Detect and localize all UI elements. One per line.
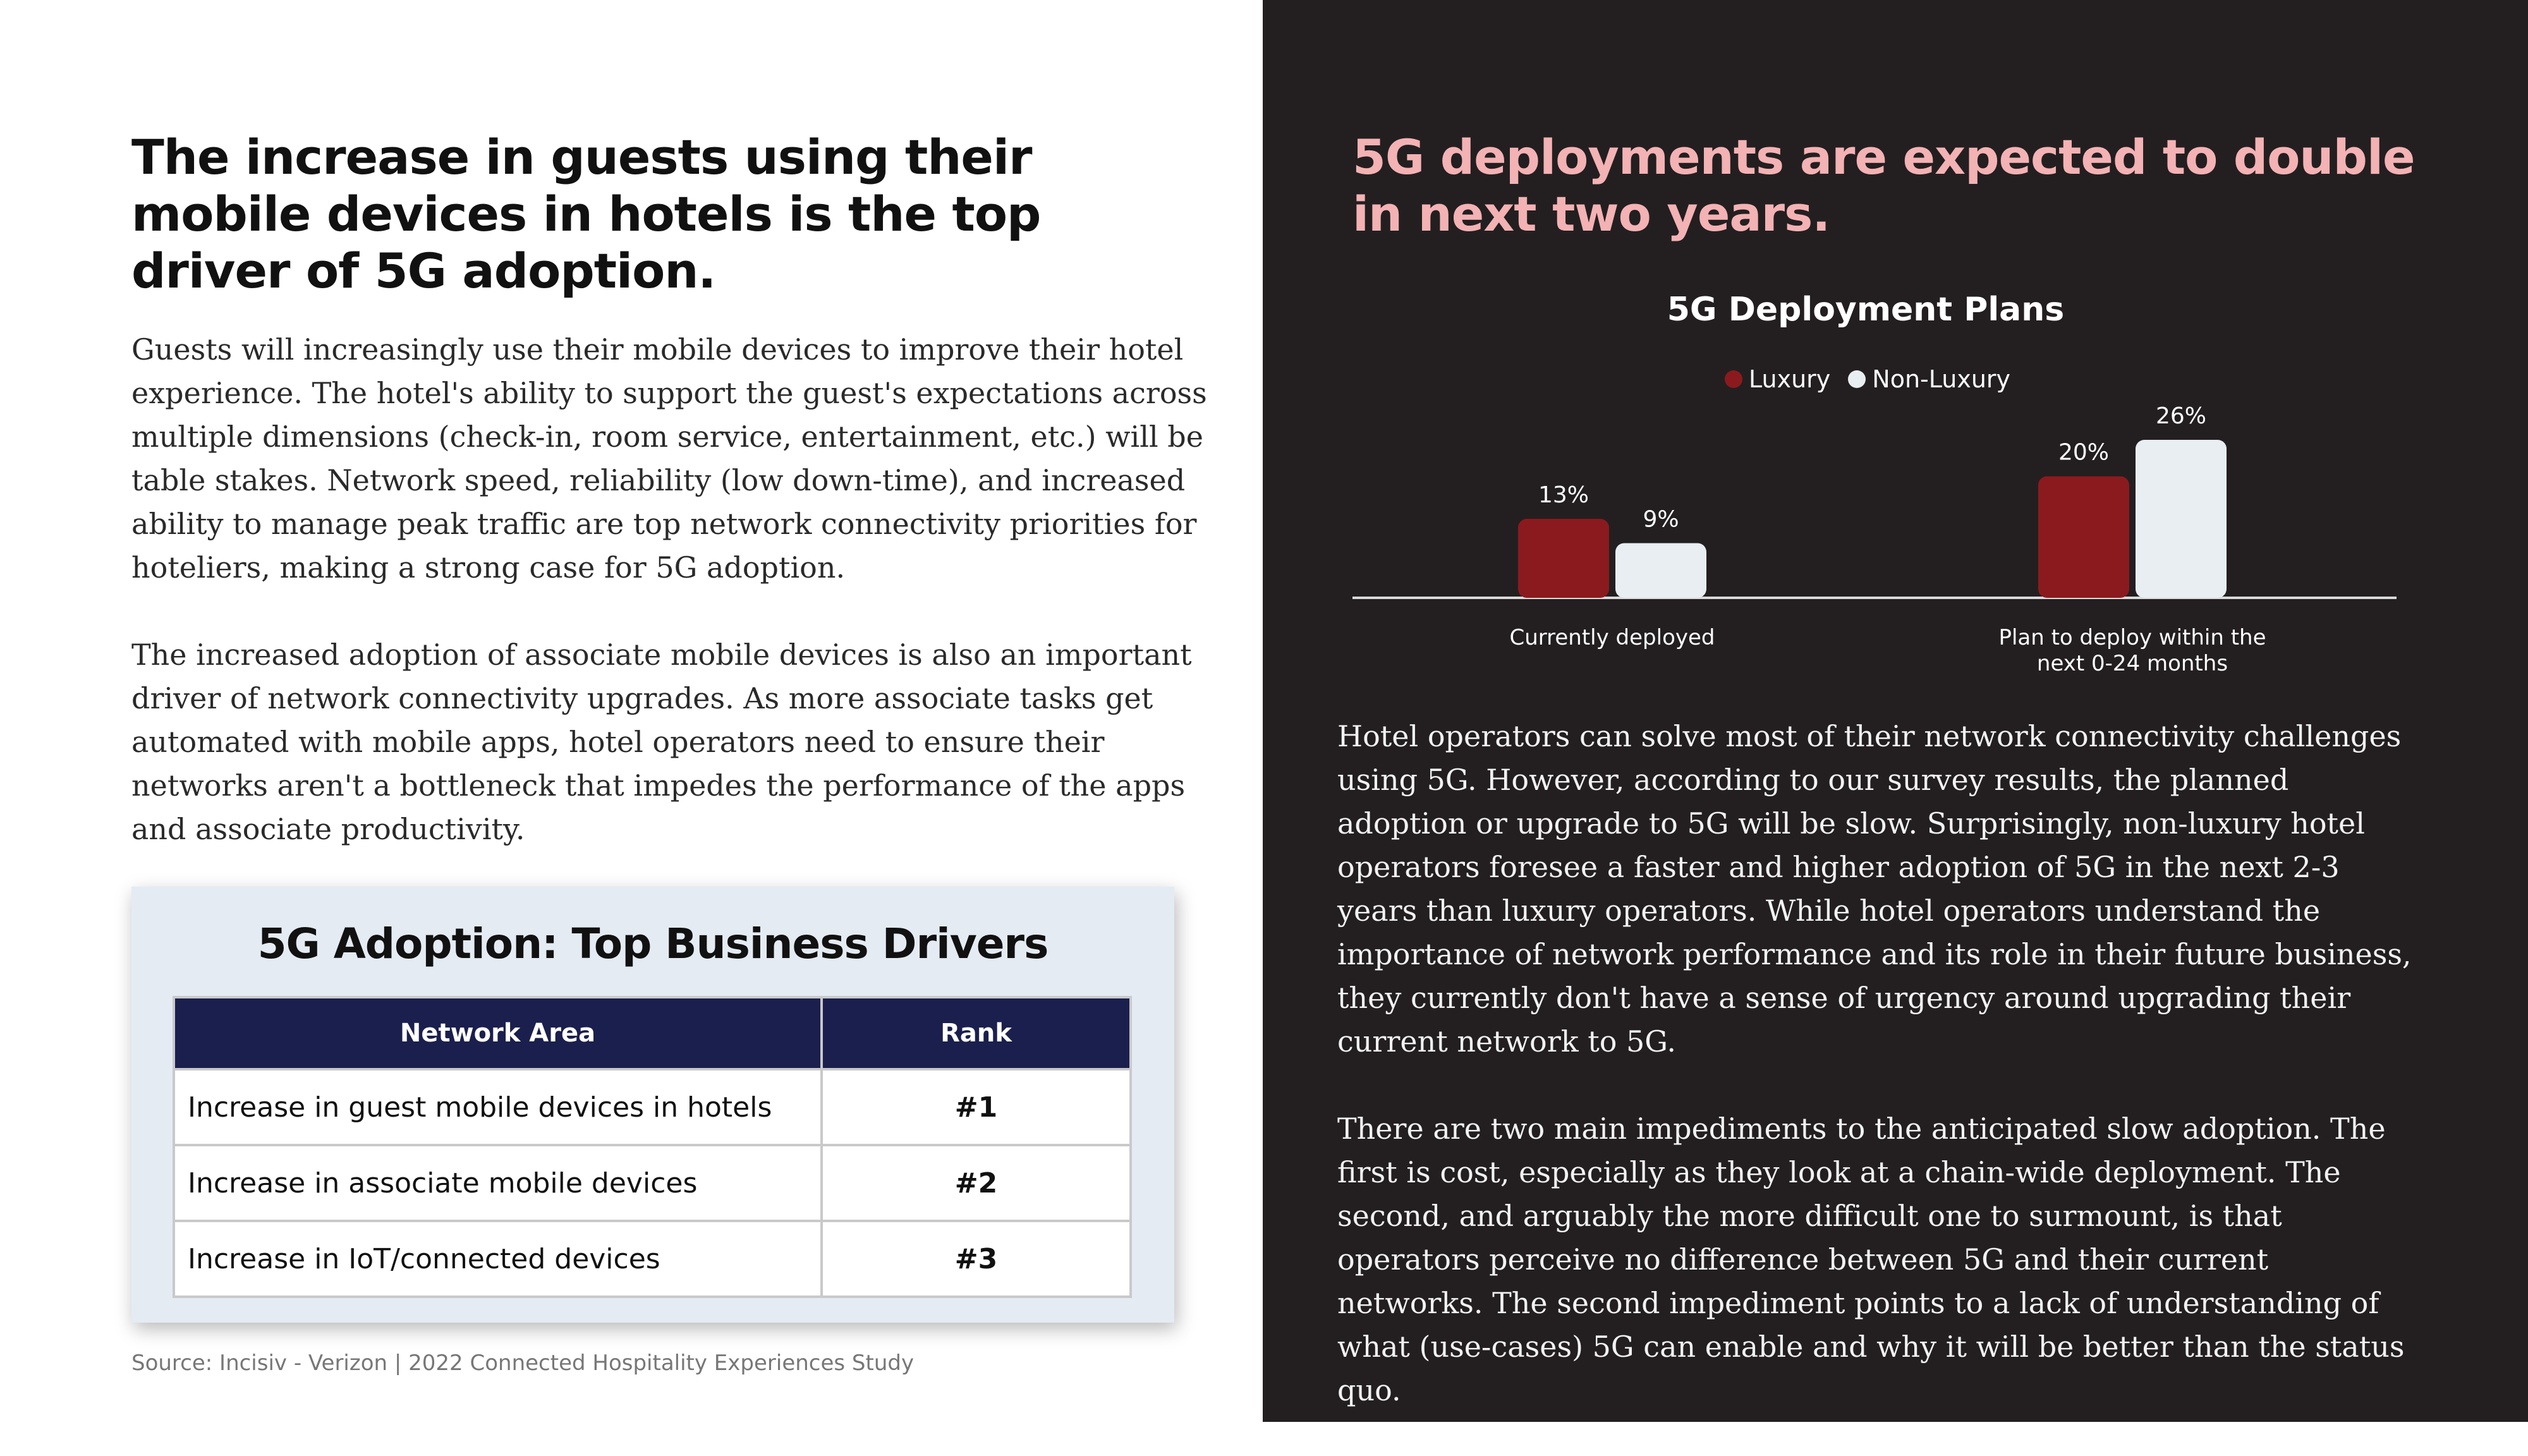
left-panel: The increase in guests using their mobil… bbox=[0, 0, 1263, 1422]
right-panel: 5G deployments are expected to double in… bbox=[1263, 0, 2528, 1422]
drivers-table: Network Area Rank Increase in guest mobi… bbox=[173, 996, 1132, 1298]
legend-label-luxury: Luxury bbox=[1749, 365, 1831, 393]
drivers-table-card: 5G Adoption: Top Business Drivers Networ… bbox=[131, 887, 1174, 1323]
rank-cell: #2 bbox=[820, 1144, 1132, 1222]
left-headline: The increase in guests using their mobil… bbox=[131, 129, 1041, 299]
table-row: Increase in guest mobile devices in hote… bbox=[173, 1068, 1132, 1146]
legend-label-non-luxury: Non-Luxury bbox=[1872, 365, 2011, 393]
network-area-cell: Increase in IoT/connected devices bbox=[173, 1220, 823, 1298]
chart-title: 5G Deployment Plans bbox=[1667, 291, 2065, 329]
table-row: Increase in IoT/connected devices #3 bbox=[173, 1220, 1132, 1298]
bar-luxury bbox=[1518, 519, 1609, 598]
network-area-cell: Increase in associate mobile devices bbox=[173, 1144, 823, 1222]
category-label: Currently deployed bbox=[1509, 625, 1715, 650]
source-note: Source: Incisiv - Verizon | 2022 Connect… bbox=[131, 1350, 915, 1376]
column-header-network-area: Network Area bbox=[173, 996, 823, 1071]
data-label-luxury: 20% bbox=[2058, 440, 2109, 466]
left-body: Guests will increasingly use their mobil… bbox=[131, 328, 1212, 895]
right-paragraph-2: There are two main impediments to the an… bbox=[1337, 1112, 2405, 1407]
category-label: next 0-24 months bbox=[2037, 651, 2228, 676]
right-paragraph-1: Hotel operators can solve most of their … bbox=[1337, 719, 2412, 1059]
right-body: Hotel operators can solve most of their … bbox=[1337, 715, 2412, 1456]
left-paragraph-2: The increased adoption of associate mobi… bbox=[131, 638, 1192, 846]
table-title: 5G Adoption: Top Business Drivers bbox=[257, 919, 1049, 968]
network-area-cell: Increase in guest mobile devices in hote… bbox=[173, 1068, 823, 1146]
left-paragraph-1: Guests will increasingly use their mobil… bbox=[131, 332, 1207, 585]
rank-cell: #3 bbox=[820, 1220, 1132, 1298]
table-row: Increase in associate mobile devices #2 bbox=[173, 1144, 1132, 1222]
right-headline: 5G deployments are expected to double in… bbox=[1352, 129, 2416, 242]
category-label: Plan to deploy within the bbox=[1998, 625, 2266, 650]
legend-swatch-non-luxury bbox=[1848, 370, 1866, 388]
legend-item-luxury: Luxury bbox=[1725, 365, 1830, 393]
bar-non-luxury bbox=[2136, 440, 2227, 598]
bar-luxury bbox=[2038, 476, 2129, 598]
legend-item-non-luxury: Non-Luxury bbox=[1848, 365, 2010, 393]
table-header-row: Network Area Rank bbox=[173, 996, 1132, 1071]
data-label-luxury: 13% bbox=[1538, 482, 1589, 508]
data-label-non-luxury: 26% bbox=[2156, 403, 2206, 429]
rank-cell: #1 bbox=[820, 1068, 1132, 1146]
chart-legend: Luxury Non-Luxury bbox=[1725, 365, 2010, 393]
legend-swatch-luxury bbox=[1725, 370, 1742, 388]
bar-non-luxury bbox=[1615, 543, 1706, 598]
column-header-rank: Rank bbox=[820, 996, 1132, 1071]
deployment-bar-chart: 13% 9% Currently deployed 20% 26% Plan to dep… bbox=[1352, 403, 2397, 676]
data-label-non-luxury: 9% bbox=[1643, 506, 1679, 532]
